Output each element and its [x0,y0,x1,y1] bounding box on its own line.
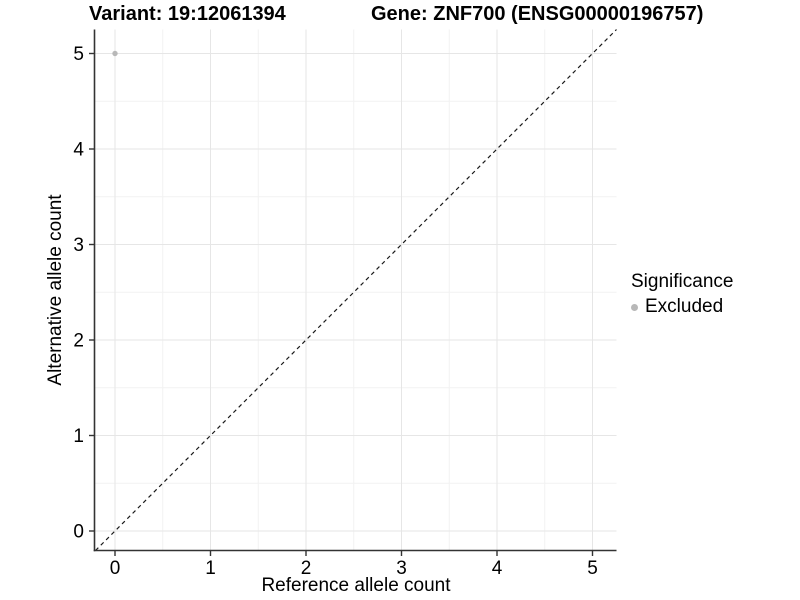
x-tick-label: 4 [492,558,503,579]
x-tick-label: 1 [205,558,216,579]
x-tick-label: 3 [396,558,407,579]
y-tick-label: 2 [73,331,84,352]
legend-title: Significance [631,271,734,292]
legend-item-excluded: Excluded [631,296,733,318]
excluded-point-icon [631,303,638,311]
x-tick-label: 2 [301,558,312,579]
gene-title: Gene: ZNF700 (ENSG00000196757) [371,3,704,25]
y-tick-label: 1 [73,426,84,447]
y-tick-label: 3 [73,235,84,256]
y-axis-label: Alternative allele count [45,194,66,386]
y-tick-label: 4 [73,140,84,161]
legend: Significance Excluded [631,271,733,318]
identity-line [95,29,617,551]
legend-item-label: Excluded [645,296,724,317]
data-point [112,50,118,57]
y-tick-label: 5 [73,44,84,65]
x-tick-label: 5 [587,558,598,579]
x-tick-label: 0 [110,558,121,579]
x-axis-label: Reference allele count [261,575,451,596]
variant-title: Variant: 19:12061394 [89,3,286,25]
y-tick-label: 0 [73,522,84,543]
